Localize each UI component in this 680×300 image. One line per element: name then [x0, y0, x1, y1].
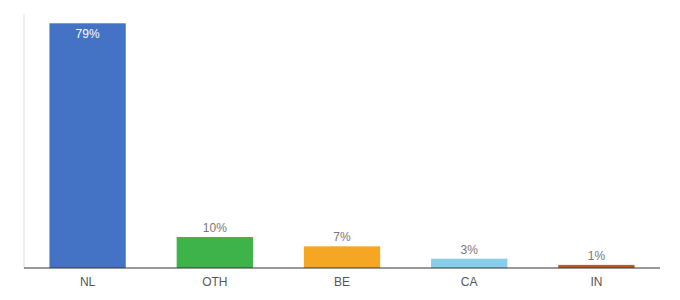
- x-tick-label: NL: [80, 275, 96, 289]
- bar: [177, 237, 253, 268]
- x-tick-label: OTH: [202, 275, 227, 289]
- bars: [49, 23, 634, 268]
- data-labels: 79% 10% 7% 3% 1%: [76, 27, 606, 263]
- data-label: 10%: [203, 221, 227, 235]
- data-label: 7%: [333, 230, 351, 244]
- data-label: 79%: [76, 27, 100, 41]
- data-label: 1%: [588, 249, 606, 263]
- bar: [49, 23, 125, 268]
- chart-container: 79% 10% 7% 3% 1% NL OTH BE CA IN: [0, 0, 680, 300]
- x-tick-label: BE: [334, 275, 350, 289]
- bar: [431, 259, 507, 268]
- x-axis-line: [24, 268, 660, 269]
- data-label: 3%: [461, 243, 479, 257]
- y-axis-line: [24, 14, 25, 268]
- bar: [304, 246, 380, 268]
- x-tick-label: CA: [461, 275, 478, 289]
- chart-svg: 79% 10% 7% 3% 1% NL OTH BE CA IN: [0, 0, 680, 300]
- x-tick-label: IN: [590, 275, 602, 289]
